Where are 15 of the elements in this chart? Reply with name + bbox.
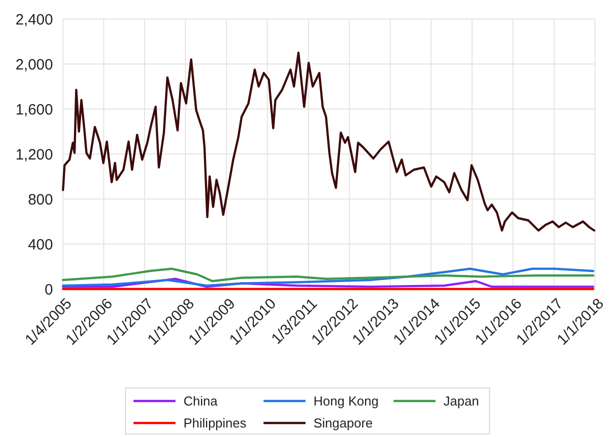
y-tick-label: 1,200 [15,146,53,164]
y-tick-label: 2,400 [15,11,53,28]
line-series [62,268,594,287]
y-tick-label: 1,600 [15,101,53,118]
legend-label: Hong Kong [314,394,379,409]
y-tick-label: 2,000 [15,56,53,74]
line-series [62,52,596,232]
legend-label: China [184,394,218,409]
y-tick-label: 0 [44,281,53,298]
legend-label: Japan [444,394,479,409]
legend-label: Philippines [184,416,247,431]
legend-label: Singapore [314,416,373,431]
y-tick-label: 800 [28,191,53,208]
y-tick-label: 400 [28,236,53,254]
line-series [62,268,594,282]
